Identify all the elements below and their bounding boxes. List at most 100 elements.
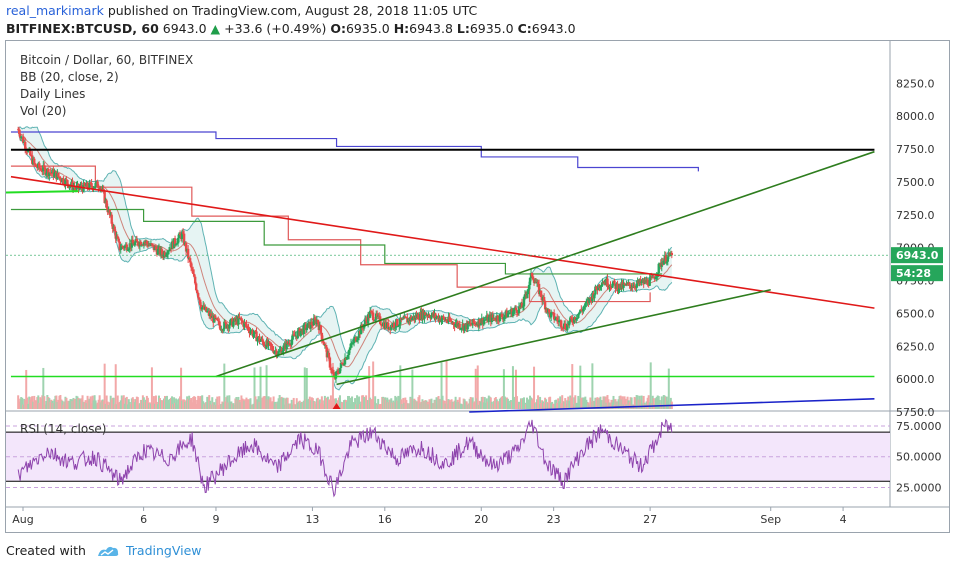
volume-bar (363, 396, 366, 409)
candle-body (253, 330, 256, 334)
candle-body (411, 318, 414, 321)
volume-bar (536, 399, 539, 409)
volume-bar (437, 396, 440, 409)
volume-bar (40, 398, 43, 409)
volume-bar (443, 400, 446, 409)
candle-body (503, 315, 507, 318)
volume-bar (445, 360, 448, 409)
volume-bar (66, 402, 69, 409)
volume-bar (220, 403, 223, 409)
candle-body (662, 260, 665, 265)
candle-body (417, 314, 420, 320)
volume-bar (241, 398, 244, 409)
candle-body (48, 172, 51, 177)
candle-body (629, 285, 632, 289)
volume-bar (175, 398, 178, 409)
volume-bar (44, 404, 47, 409)
trend-line-red (10, 175, 875, 309)
candle-body (254, 330, 257, 332)
volume-bar (599, 396, 602, 409)
candle-body (285, 341, 288, 350)
candle-body (160, 249, 164, 255)
candle-body (41, 171, 44, 173)
volume-bar (558, 401, 561, 409)
candle-body (290, 339, 293, 345)
candle-body (293, 334, 296, 337)
volume-bar (291, 404, 294, 409)
tradingview-link[interactable]: TradingView (125, 543, 202, 558)
volume-bar (235, 397, 238, 409)
volume-bar (301, 402, 304, 409)
candle-body (390, 324, 393, 330)
chart-canvas[interactable]: 8250.08000.07750.07500.07250.07000.06750… (5, 41, 949, 532)
volume-bar (184, 401, 187, 409)
bar-timer-badge (891, 265, 943, 282)
volume-bar (151, 403, 154, 409)
volume-bar (329, 395, 332, 409)
volume-bar (454, 396, 457, 409)
volume-bar (139, 399, 142, 409)
volume-bar (95, 404, 98, 409)
volume-bar (571, 364, 574, 409)
candle-body (38, 163, 41, 168)
volume-bar (529, 395, 532, 409)
volume-bar (153, 403, 156, 409)
volume-bar (251, 404, 254, 409)
candle-body (584, 303, 587, 308)
volume-bar (537, 395, 540, 409)
volume-bar (668, 404, 671, 409)
candle-body (174, 244, 178, 246)
candle-body (536, 282, 540, 284)
candle-body (121, 245, 124, 248)
volume-bar (455, 402, 458, 409)
volume-bar (148, 402, 151, 409)
candle-body (241, 320, 244, 322)
volume-bar (604, 396, 607, 409)
volume-bar (286, 397, 289, 409)
candle-body (515, 309, 519, 314)
volume-bar (394, 395, 397, 409)
candle-body (342, 364, 346, 366)
candle-body (338, 367, 342, 374)
chart-area[interactable]: 8250.08000.07750.07500.07250.07000.06750… (5, 40, 950, 533)
volume-bar (513, 397, 516, 409)
volume-bar (192, 396, 195, 409)
candle-body (588, 297, 591, 304)
volume-bar (531, 400, 534, 409)
volume-bar (90, 403, 93, 409)
candle-body (229, 319, 232, 325)
volume-bar (267, 396, 270, 409)
volume-bar (252, 403, 255, 409)
username-link[interactable]: real_markimark (6, 3, 104, 18)
volume-bar (637, 399, 640, 409)
candle-body (399, 317, 402, 325)
volume-bar (566, 400, 569, 409)
volume-bar (450, 399, 453, 409)
volume-bar (413, 398, 416, 409)
volume-bar (376, 404, 379, 409)
candle-body (199, 304, 203, 310)
volume-bar (441, 395, 444, 409)
volume-bar (154, 395, 157, 409)
volume-bar (32, 401, 35, 409)
volume-bar (344, 399, 347, 409)
candle-body (593, 294, 596, 299)
candle-body (528, 277, 532, 286)
volume-bar (320, 396, 323, 409)
candle-body (186, 248, 190, 259)
volume-bar (160, 400, 163, 409)
volume-bar (425, 400, 428, 409)
volume-bar (158, 398, 161, 409)
volume-bar (585, 399, 588, 409)
volume-bar (110, 399, 113, 409)
volume-bar (382, 396, 385, 409)
candle-body (62, 178, 65, 184)
volume-bar (313, 401, 316, 409)
candle-body (373, 319, 377, 321)
volume-bar (242, 399, 245, 409)
candle-body (354, 336, 358, 342)
volume-bar (366, 399, 369, 409)
volume-bar (524, 402, 527, 409)
volume-bar (233, 404, 236, 409)
candle-body (213, 315, 216, 323)
